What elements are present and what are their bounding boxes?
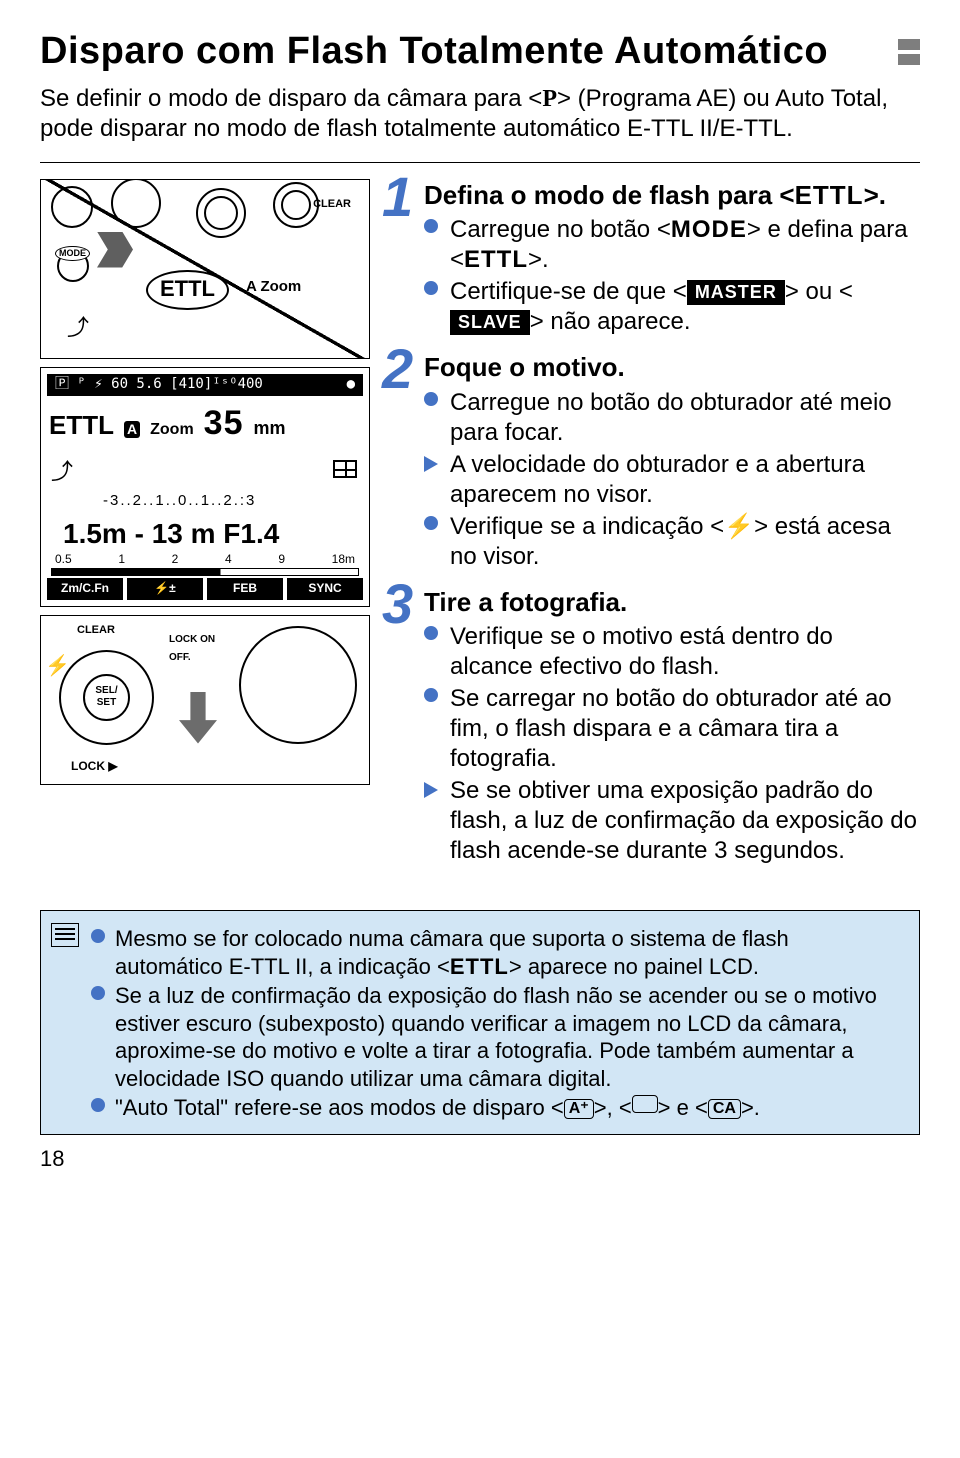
section-marker-icon: [898, 39, 920, 65]
down-arrow-icon: [179, 692, 217, 744]
step-title: Defina o modo de flash para <ETTL>.: [424, 179, 920, 212]
lcd-soft-buttons: Zm/C.Fn⚡± FEBSYNC: [47, 578, 363, 600]
note-icon: [51, 923, 79, 947]
note-box: Mesmo se for colocado numa câmara que su…: [40, 910, 920, 1135]
substep-text: Se carregar no botão do obturador até ao…: [450, 685, 892, 772]
step-number: 3: [382, 576, 413, 632]
lcd-focal: 35: [204, 402, 244, 445]
figure-flash-unit-controls: CLEAR ⚡ LOCK ON OFF. LOCK ▶: [40, 615, 370, 785]
ettl-highlight: ETTL: [146, 270, 229, 311]
dot-bullet-icon: [424, 219, 438, 233]
off-label: OFF.: [169, 652, 191, 665]
dot-bullet-icon: [424, 688, 438, 702]
step-substep: Se carregar no botão do obturador até ao…: [424, 684, 920, 774]
step-number: 2: [382, 341, 413, 397]
step-substep: Carregue no botão <MODE> e defina para <…: [424, 215, 920, 275]
dot-bullet-icon: [424, 392, 438, 406]
note-text: Mesmo se for colocado numa câmara que su…: [115, 926, 789, 979]
divider: [40, 162, 920, 163]
step-substep: Carregue no botão do obturador até meio …: [424, 388, 920, 448]
lcd-zoom-label: Zoom: [150, 420, 194, 440]
step-number: 1: [382, 169, 413, 225]
ev-scale: -3..2..1..0..1..2.:3: [103, 492, 256, 511]
step: 2Foque o motivo.Carregue no botão do obt…: [386, 351, 920, 572]
pilot-button: [239, 626, 357, 744]
step-substep: Verifique se a indicação <⚡> está acesa …: [424, 512, 920, 572]
substep-text: Verifique se o motivo está dentro do alc…: [450, 623, 833, 680]
substep-text: Certifique-se de que <MASTER> ou <SLAVE>…: [450, 278, 853, 335]
azoom-label: A Zoom: [246, 278, 301, 297]
dot-bullet-icon: [424, 626, 438, 640]
step: 3Tire a fotografia.Verifique se o motivo…: [386, 586, 920, 867]
dot-bullet-icon: [424, 516, 438, 530]
figure-flash-unit-top: CLEAR MODE ETTL A Zoom ⤴: [40, 179, 370, 359]
clear-label-2: CLEAR: [77, 624, 115, 638]
step-title: Tire a fotografia.: [424, 586, 920, 619]
distance-readout: 1.5m - 13 m F1.4: [63, 516, 279, 551]
coverage-icon: [333, 460, 357, 478]
step: 1Defina o modo de flash para <ETTL>.Carr…: [386, 179, 920, 338]
substep-text: A velocidade do obturador e a abertura a…: [450, 451, 865, 508]
distance-scale-numbers: 0.51 24 918m: [49, 552, 361, 567]
instructions-column: 1Defina o modo de flash para <ETTL>.Carr…: [386, 179, 920, 881]
step-substep: Certifique-se de que <MASTER> ou <SLAVE>…: [424, 277, 920, 337]
step-substep: Verifique se o motivo está dentro do alc…: [424, 622, 920, 682]
note-item: "Auto Total" refere-se aos modos de disp…: [91, 1094, 901, 1122]
note-item: Se a luz de confirmação da exposição do …: [91, 982, 901, 1092]
select-dial: [59, 650, 154, 745]
page-title: Disparo com Flash Totalmente Automático: [40, 28, 828, 76]
figure-lcd-panel: 🄿 ᴾ ⚡ 60 5.6 [410]ᴵˢᴼ400● ETTL A Zoom 35…: [40, 367, 370, 607]
note-item: Mesmo se for colocado numa câmara que su…: [91, 925, 901, 980]
lock-on-label: LOCK ON: [169, 634, 215, 647]
dot-bullet-icon: [91, 986, 105, 1000]
note-text: "Auto Total" refere-se aos modos de disp…: [115, 1095, 760, 1120]
distance-scale-bar: [51, 568, 359, 576]
figures-column: CLEAR MODE ETTL A Zoom ⤴ 🄿 ᴾ ⚡ 60 5.6 [4…: [40, 179, 370, 881]
lcd-ettl: ETTL: [49, 409, 114, 442]
lock-arrow-label: LOCK ▶: [71, 759, 118, 774]
substep-text: Carregue no botão <MODE> e defina para <…: [450, 216, 908, 273]
triangle-bullet-icon: [424, 782, 438, 798]
camera-info-bar: 🄿 ᴾ ⚡ 60 5.6 [410]ᴵˢᴼ400●: [47, 374, 363, 396]
triangle-bullet-icon: [424, 456, 438, 472]
page-number: 18: [40, 1145, 920, 1173]
dot-bullet-icon: [91, 1098, 105, 1112]
step-substep: A velocidade do obturador e a abertura a…: [424, 450, 920, 510]
bounce-head-icon: ⤴: [51, 458, 73, 486]
substep-text: Verifique se a indicação <⚡> está acesa …: [450, 513, 891, 570]
program-ae-symbol: P: [542, 86, 557, 112]
dot-bullet-icon: [91, 929, 105, 943]
dot-bullet-icon: [424, 281, 438, 295]
note-text: Se a luz de confirmação da exposição do …: [115, 983, 877, 1091]
step-substep: Se se obtiver uma exposição padrão do fl…: [424, 776, 920, 866]
substep-text: Carregue no botão do obturador até meio …: [450, 389, 892, 446]
step-title: Foque o motivo.: [424, 351, 920, 384]
substep-text: Se se obtiver uma exposição padrão do fl…: [450, 777, 917, 864]
intro-paragraph: Se definir o modo de disparo da câmara p…: [40, 84, 920, 144]
bounce-icon: ⤴: [67, 314, 89, 342]
